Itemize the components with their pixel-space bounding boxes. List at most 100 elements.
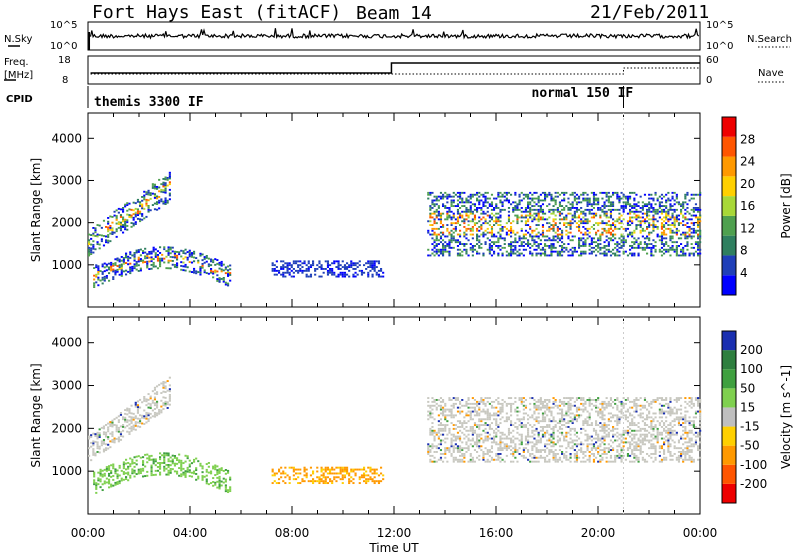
data-cell — [431, 237, 434, 240]
data-cell — [134, 202, 137, 205]
data-cell — [514, 233, 517, 236]
data-cell — [439, 397, 443, 400]
data-cell — [312, 260, 315, 263]
data-cell — [650, 243, 653, 245]
data-cell — [497, 218, 500, 221]
data-cell — [471, 237, 474, 240]
data-cell — [618, 199, 621, 202]
data-cell — [592, 460, 596, 463]
data-cell — [590, 205, 593, 207]
data-cell — [178, 474, 181, 477]
data-cell — [673, 250, 676, 253]
data-cell — [195, 469, 198, 472]
data-cell — [94, 229, 97, 232]
data-cell — [663, 229, 666, 232]
data-cell — [337, 273, 340, 276]
data-cell — [437, 248, 440, 251]
data-cell — [93, 267, 96, 269]
data-cell — [482, 410, 485, 413]
data-cell — [118, 480, 121, 483]
data-cell — [369, 269, 372, 272]
data-cell — [537, 404, 540, 407]
data-cell — [322, 468, 325, 471]
data-cell — [669, 207, 672, 209]
data-cell — [529, 402, 532, 405]
data-cell — [367, 466, 370, 469]
data-cell — [93, 481, 96, 484]
data-cell — [537, 399, 540, 401]
data-cell — [433, 199, 436, 202]
data-cell — [135, 459, 138, 462]
data-cell — [122, 425, 125, 428]
data-cell — [699, 229, 702, 232]
data-cell — [488, 460, 491, 463]
data-cell — [188, 253, 191, 256]
data-cell — [616, 248, 619, 251]
data-cell — [433, 227, 436, 230]
data-cell — [656, 227, 659, 230]
data-cell — [537, 212, 540, 215]
data-cell — [164, 197, 167, 200]
data-cell — [607, 197, 610, 200]
data-cell — [563, 454, 566, 457]
data-cell — [592, 201, 596, 204]
data-cell — [199, 252, 202, 255]
data-cell — [527, 443, 530, 446]
data-cell — [582, 453, 585, 455]
data-cell — [439, 231, 443, 234]
data-cell — [439, 427, 443, 430]
data-cell — [582, 191, 585, 194]
data-cell — [320, 264, 323, 267]
data-cell — [161, 259, 164, 262]
data-cell — [580, 449, 583, 452]
data-cell — [495, 197, 498, 200]
data-cell — [158, 201, 161, 204]
data-cell — [588, 201, 591, 204]
data-cell — [490, 447, 494, 450]
data-cell — [108, 486, 111, 489]
data-cell — [429, 404, 432, 407]
data-cell — [582, 420, 585, 423]
data-cell — [544, 250, 547, 253]
data-cell — [671, 241, 674, 244]
data-cell — [565, 205, 568, 207]
data-cell — [558, 399, 562, 401]
data-cell — [675, 252, 678, 255]
data-cell — [439, 241, 443, 244]
data-cell — [622, 237, 625, 240]
data-cell — [486, 201, 489, 204]
data-cell — [220, 469, 223, 472]
data-cell — [524, 424, 528, 427]
data-cell — [356, 468, 359, 471]
data-cell — [471, 460, 474, 463]
data-cell — [529, 210, 532, 213]
data-cell — [682, 220, 685, 223]
data-cell — [635, 210, 638, 213]
data-cell — [105, 424, 108, 426]
data-cell — [507, 252, 511, 255]
data-cell — [454, 205, 457, 207]
data-cell — [573, 191, 576, 194]
data-cell — [358, 482, 361, 485]
data-cell — [478, 402, 481, 405]
data-cell — [541, 433, 545, 436]
data-cell — [126, 421, 129, 424]
data-cell — [107, 220, 110, 223]
data-cell — [467, 201, 470, 204]
data-cell — [105, 443, 108, 446]
data-cell — [541, 218, 545, 221]
data-cell — [341, 468, 344, 471]
data-cell — [690, 208, 693, 211]
data-cell — [544, 431, 547, 434]
data-cell — [533, 248, 536, 251]
data-cell — [697, 193, 700, 196]
data-cell — [671, 197, 674, 200]
data-cell — [597, 203, 600, 206]
data-cell — [152, 258, 155, 260]
data-cell — [488, 433, 491, 436]
data-cell — [548, 399, 551, 401]
data-cell — [533, 424, 536, 427]
data-cell — [567, 237, 570, 240]
data-cell — [499, 456, 502, 459]
data-cell — [665, 199, 668, 202]
